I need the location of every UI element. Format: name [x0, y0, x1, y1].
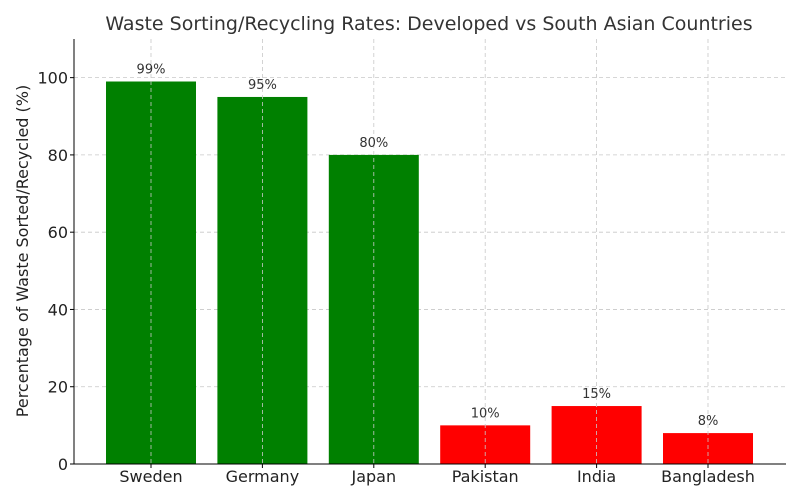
x-tick-label: Pakistan	[452, 467, 519, 486]
data-label: 99%	[137, 63, 166, 78]
y-tick-label: 40	[48, 300, 68, 319]
tick-labels: 0 20 40 60 80 100 Sweden Germany Japan Pakistan In…	[37, 69, 754, 486]
chart-title: Waste Sorting/Recycling Rates: Developed…	[105, 13, 752, 35]
y-tick-label: 0	[58, 455, 68, 474]
y-tick-label: 60	[48, 223, 68, 242]
data-labels: 99% 95% 80% 10% 15% 8%	[137, 63, 719, 430]
y-tick-label: 20	[48, 378, 68, 397]
y-tick-label: 100	[37, 69, 68, 88]
x-tick-label: Japan	[350, 467, 396, 486]
data-label: 80%	[359, 136, 388, 151]
data-label: 8%	[698, 414, 719, 429]
x-tick-label: Sweden	[119, 467, 182, 486]
data-label: 15%	[582, 387, 611, 402]
y-axis-label: Percentage of Waste Sorted/Recycled (%)	[13, 85, 32, 417]
x-tick-label: Germany	[226, 467, 300, 486]
data-label: 10%	[471, 406, 500, 421]
axes	[70, 39, 786, 468]
x-tick-label: Bangladesh	[661, 467, 755, 486]
bars	[106, 81, 753, 465]
x-tick-label: India	[577, 467, 616, 486]
y-tick-label: 80	[48, 146, 68, 165]
vertical-gridlines	[150, 39, 709, 464]
data-label: 95%	[248, 78, 277, 93]
